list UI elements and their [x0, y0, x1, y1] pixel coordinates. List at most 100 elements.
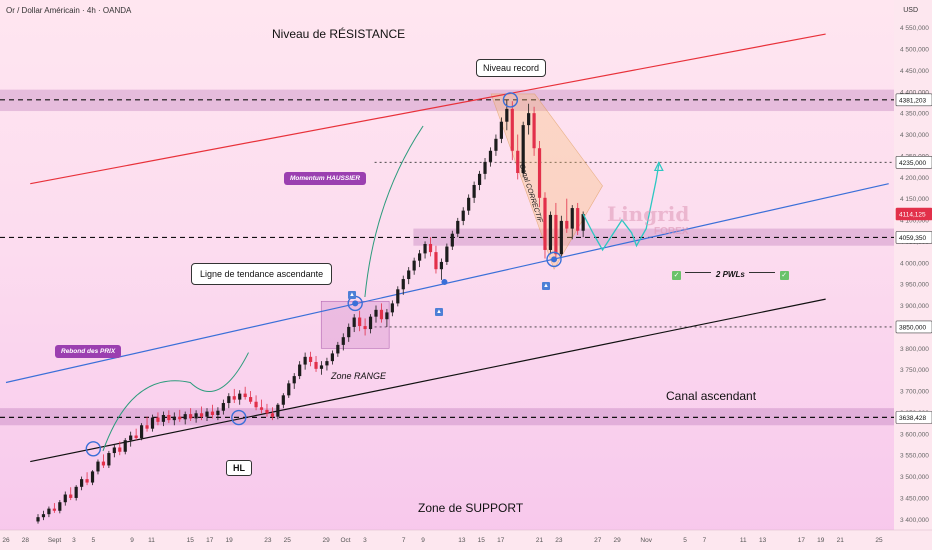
swing-circle	[502, 92, 519, 108]
y-tick-label: 3 550,000	[900, 453, 929, 460]
support-label: Zone de SUPPORT	[418, 501, 524, 515]
candle-body	[483, 161, 487, 174]
candle-body	[281, 395, 285, 405]
x-tick-label: 17	[206, 537, 214, 544]
zone-band	[0, 408, 894, 426]
candle-body	[559, 220, 563, 255]
candle-body	[325, 361, 329, 366]
candle-body	[358, 317, 362, 327]
candle-body	[396, 289, 400, 304]
x-tick-label: 11	[148, 537, 155, 544]
candle-body	[205, 411, 209, 417]
candle-body	[265, 409, 269, 414]
candle-body	[243, 393, 247, 398]
candle-body	[270, 413, 275, 417]
x-tick-label: 27	[594, 537, 602, 544]
time-axis-bg	[0, 530, 932, 550]
candle-body	[238, 393, 242, 400]
pwls-line-left	[685, 272, 712, 274]
correction-channel	[490, 93, 603, 270]
x-tick-label: 13	[759, 537, 767, 544]
x-tick-label: 5	[683, 537, 687, 544]
candle-body	[467, 197, 471, 211]
watermark-logo: Lingrid	[607, 202, 690, 226]
candle-body	[554, 214, 558, 255]
y-tick-label: 3 900,000	[900, 303, 929, 310]
x-tick-label: 9	[421, 537, 425, 544]
candle-body	[90, 471, 95, 483]
candle-body	[543, 197, 547, 250]
candle-body	[418, 253, 422, 261]
price-level-value: 4059,350	[899, 235, 926, 242]
candle-body	[189, 414, 193, 419]
pwls-line-right	[749, 272, 776, 274]
y-tick-label: 4 500,000	[900, 47, 929, 54]
chart-header-title: Or / Dollar Américain · 4h · OANDA	[6, 6, 132, 15]
touch-dot	[441, 279, 448, 286]
candle-body	[581, 214, 585, 231]
x-tick-label: 9	[130, 537, 134, 544]
price-level-tag	[895, 93, 932, 107]
candle-body	[488, 150, 493, 162]
x-tick-label: Nov	[640, 537, 652, 544]
y-tick-label: 3 750,000	[900, 367, 929, 374]
candle-body	[292, 376, 296, 384]
candle-body	[156, 417, 160, 422]
candle-body	[505, 108, 509, 122]
x-tick-label: 23	[264, 537, 272, 544]
candle-body	[216, 410, 220, 415]
y-tick-label: 4 200,000	[900, 175, 929, 182]
candle-body	[134, 435, 138, 439]
rebound-badge: Rebond des PRIX	[55, 345, 122, 358]
channel-label: Canal ascendant	[666, 389, 757, 403]
x-tick-label: 7	[703, 537, 707, 544]
x-tick-label: 21	[837, 537, 845, 544]
candle-body	[401, 279, 405, 290]
y-tick-label: 3 600,000	[900, 431, 929, 438]
candle-body	[63, 494, 67, 503]
y-tick-label: 4 550,000	[900, 25, 929, 32]
x-tick-label: 3	[363, 537, 367, 544]
candle-body	[548, 214, 553, 250]
candle-body	[527, 113, 531, 126]
price-level-value: 4381,203	[899, 97, 926, 104]
candle-body	[347, 326, 351, 338]
up-arrow-icon: ▲	[435, 308, 443, 316]
x-tick-label: 29	[613, 537, 621, 544]
candle-body	[532, 113, 536, 149]
candle-body	[167, 414, 171, 421]
candle-body	[183, 414, 187, 420]
candle-body	[499, 121, 503, 139]
resistance-line	[30, 33, 826, 185]
candle-body	[521, 125, 525, 174]
candle-body	[439, 261, 444, 270]
y-tick-label: 3 500,000	[900, 474, 929, 481]
candle-body	[352, 317, 356, 327]
watermark-subtitle: FOREX	[654, 226, 689, 237]
candle-body	[379, 309, 384, 320]
x-tick-label: 29	[322, 537, 330, 544]
candle-body	[172, 416, 176, 421]
y-tick-label: 4 450,000	[900, 68, 929, 75]
price-level-value: 4114,125	[899, 212, 926, 219]
candle-body	[428, 243, 433, 253]
x-tick-label: Sept	[48, 537, 62, 544]
candle-body	[101, 461, 106, 466]
y-tick-label: 4 400,000	[900, 89, 929, 96]
price-level-value: 4235,000	[899, 160, 926, 167]
candle-body	[456, 220, 460, 234]
price-level-tag	[895, 207, 932, 221]
candle-body	[565, 220, 569, 229]
candle-body	[123, 440, 127, 452]
candle-body	[298, 364, 302, 377]
candle-body	[52, 508, 56, 511]
candle-body	[259, 407, 264, 410]
resistance-label: Niveau de RÉSISTANCE	[272, 27, 406, 41]
candle-body	[129, 435, 133, 441]
candle-body	[47, 508, 51, 515]
up-arrow-icon: ▲	[542, 282, 550, 290]
x-tick-label: 13	[458, 537, 466, 544]
x-tick-label: 7	[402, 537, 406, 544]
